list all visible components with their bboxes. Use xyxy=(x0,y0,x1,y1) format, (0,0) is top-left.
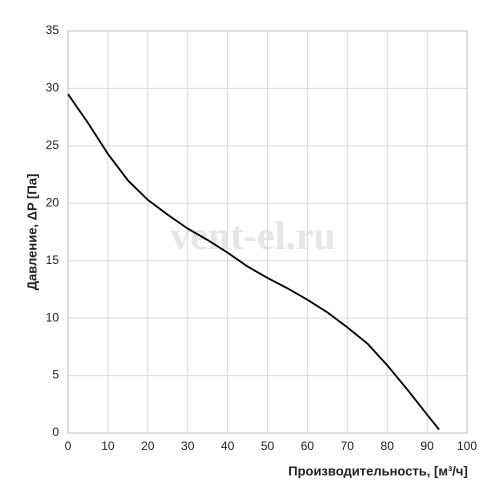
x-tick-label: 30 xyxy=(181,439,195,453)
line xyxy=(67,93,440,431)
y-tick-label: 10 xyxy=(46,310,60,324)
x-tick-label: 80 xyxy=(381,439,395,453)
x-tick-label: 90 xyxy=(420,439,434,453)
x-tick-label: 40 xyxy=(221,439,235,453)
y-tick-label: 20 xyxy=(46,195,60,209)
x-tick-label: 10 xyxy=(101,439,115,453)
x-tick-label: 0 xyxy=(65,439,72,453)
y-tick-label: 30 xyxy=(46,81,60,95)
watermark: vent-el.ru xyxy=(170,213,336,258)
x-tick-label: 50 xyxy=(261,439,275,453)
x-axis-title: Производительность, [м³/ч] xyxy=(288,463,468,478)
plot-frame xyxy=(67,30,468,434)
x-tick-label: 20 xyxy=(141,439,155,453)
x-tick-label: 60 xyxy=(301,439,315,453)
x-tick-label: 70 xyxy=(341,439,355,453)
y-tick-label: 35 xyxy=(46,23,60,37)
y-axis-title: Давление, ΔP [Па] xyxy=(24,174,39,291)
y-tick-label: 15 xyxy=(46,253,60,267)
y-tick-label: 0 xyxy=(52,425,59,439)
x-tick-label: 100 xyxy=(457,439,477,453)
y-tick-label: 5 xyxy=(52,368,59,382)
y-tick-label: 25 xyxy=(46,138,60,152)
